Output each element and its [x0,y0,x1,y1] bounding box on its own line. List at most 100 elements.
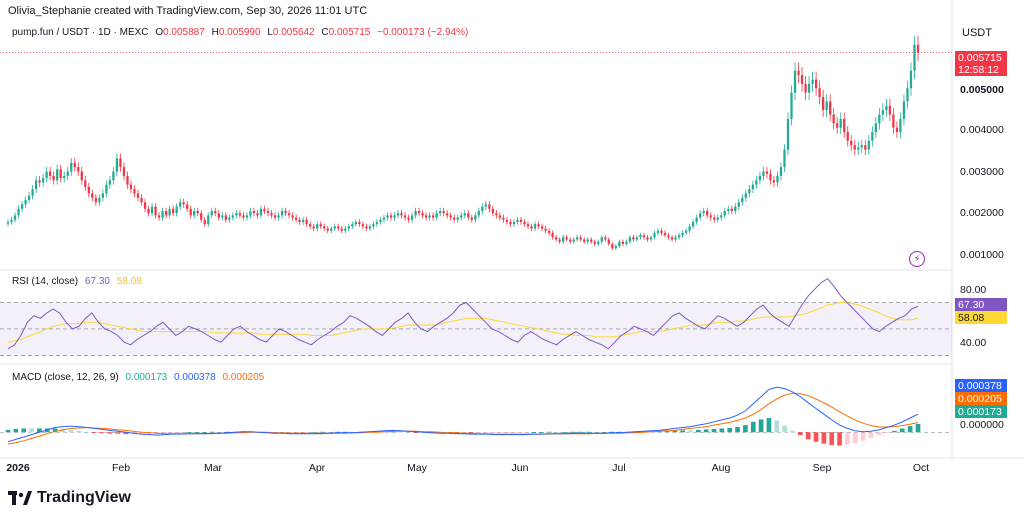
currency-label[interactable]: USDT [962,27,992,39]
rsi-tag: 67.30 [955,298,1007,311]
candle-body [407,217,410,220]
candle-body [758,175,762,181]
candle-body [221,215,224,218]
macd-histogram-bar [209,431,215,433]
macd-histogram-bar [907,426,913,433]
time-tick: Jul [612,462,626,474]
tradingview-logo-icon [8,491,32,505]
candle-body [84,180,87,187]
candle-body [115,158,119,172]
symbol-label[interactable]: pump.fun / USDT · 1D · MEXC [12,27,149,38]
macd-histogram-bar [303,432,309,434]
candle-body [825,101,828,111]
candle-body [38,180,41,183]
change-value: −0.000173 (−2.94%) [377,27,469,38]
macd-histogram-bar [115,432,121,434]
candle-body [607,239,610,244]
candle-body [702,211,705,214]
candle-body [389,215,393,218]
candle-body [140,197,143,203]
candle-body [424,215,428,218]
candle-body [379,219,382,222]
candle-body [372,224,375,227]
candle-body [122,167,126,176]
candle-body [446,213,449,216]
macd-histogram-bar [570,431,576,433]
attribution-text: Olivia_Stephanie created with TradingVie… [8,5,368,17]
time-tick: Sep [812,462,832,474]
macd-histogram-bar [193,432,199,434]
candle-body [80,171,83,181]
candle-body [421,213,424,216]
candle-body [836,123,839,128]
candle-body [790,92,793,119]
rsi-value: 67.30 [84,276,110,287]
candle-body [186,204,189,209]
candle-body [583,239,586,242]
rsi-legend: RSI (14, close) 67.30 58.08 [12,276,146,287]
macd-histogram-bar [515,432,521,434]
tradingview-logo[interactable]: TradingView [8,489,131,507]
candle-body [105,184,108,194]
candle-body [720,215,723,218]
macd-histogram-bar [845,432,850,445]
candle-body [326,228,329,231]
candle-body [663,232,667,236]
candle-body [892,114,895,128]
candle-body [344,228,347,231]
macd-histogram-bar [852,432,858,444]
macd-histogram-bar [335,431,340,433]
macd-histogram-bar [68,429,74,433]
candle-body [20,204,24,209]
candle-body [403,215,407,218]
candle-body [13,215,17,220]
macd-title[interactable]: MACD (close, 12, 26, 9) [12,372,119,383]
candle-body [358,221,361,225]
macd-histogram-bar [805,432,811,440]
candle-body [449,215,452,218]
candle-body [143,202,147,209]
macd-histogram-bar [107,432,113,434]
candle-body [171,208,175,214]
macd-histogram-bar [342,431,348,433]
candle-body [895,127,899,133]
candle-body [547,230,551,233]
candle-body [435,213,438,218]
candle-body [108,180,112,185]
candle-body [656,230,660,233]
macd-histogram-bar [860,432,866,441]
candle-body [881,110,885,115]
macd-histogram-bar [727,427,733,433]
candle-body [797,70,800,76]
candle-body [691,221,695,227]
candle-body [463,213,466,216]
candle-body [765,171,769,174]
macd-histogram-bar [821,432,827,444]
candle-body [776,175,779,183]
macd-histogram-bar [288,432,293,434]
candle-body [442,211,445,214]
candle-body [769,173,772,181]
macd-histogram-bar [460,432,466,434]
macd-histogram-bar [139,432,144,435]
candle-body [73,162,76,168]
candle-body [779,167,783,176]
bolt-icon[interactable]: ⚡ [909,251,925,267]
macd-histogram-bar [397,431,403,433]
candle-body [491,208,495,214]
close-key: C [321,27,329,38]
time-tick: Feb [111,462,131,474]
macd-histogram-bar [601,432,607,434]
macd-histogram-bar [225,431,230,433]
candle-body [182,202,185,205]
macd-histogram-bar [892,430,897,433]
rsi-title[interactable]: RSI (14, close) [12,276,79,287]
candle-body [347,226,350,229]
candle-body [17,208,20,216]
candle-body [287,213,291,216]
candle-body [713,217,716,220]
candle-body [684,230,688,233]
candle-body [727,208,730,211]
macd-signal-tag: 0.000205 [955,392,1007,405]
